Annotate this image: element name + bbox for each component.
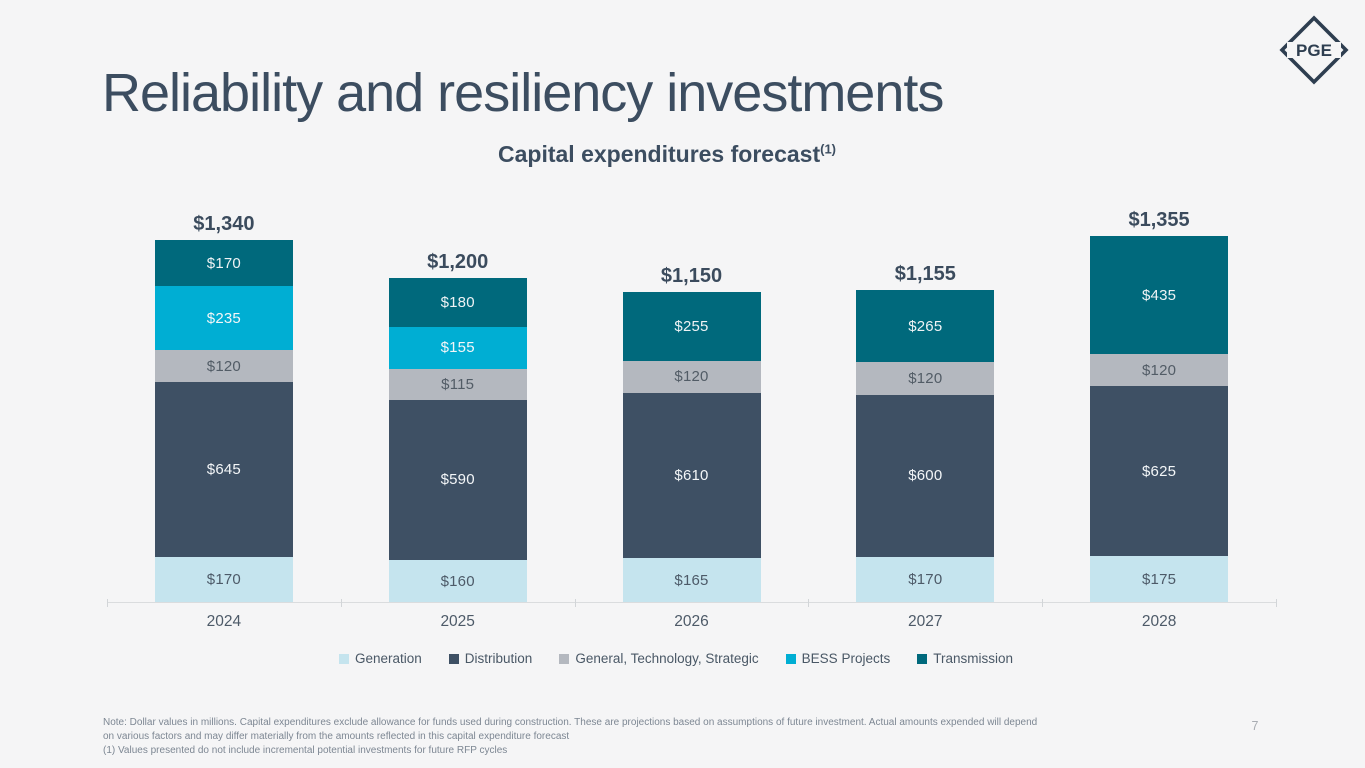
bar-segment-value: $165 xyxy=(674,572,709,590)
bar-segment: $170 xyxy=(856,556,995,603)
x-axis-category-label: 2026 xyxy=(674,613,709,630)
bar-segment-value: $625 xyxy=(1142,462,1177,480)
bar-segment-value: $170 xyxy=(206,571,241,589)
chart-title-footnote-marker: (1) xyxy=(820,141,836,157)
bar-segment: $120 xyxy=(856,362,995,395)
bar-total-label: $1,150 xyxy=(660,264,723,287)
bar-segment: $120 xyxy=(154,349,293,383)
bar-segment: $265 xyxy=(856,290,995,363)
bar-segment: $120 xyxy=(1090,353,1229,387)
footnotes: Note: Dollar values in millions. Capital… xyxy=(103,716,1213,757)
bar-segment-value: $120 xyxy=(1142,361,1177,379)
bar-segment: $155 xyxy=(388,326,527,369)
bar-segment: $590 xyxy=(388,399,527,560)
bar-segment-value: $120 xyxy=(206,357,241,375)
x-axis-tick xyxy=(1276,599,1277,607)
bar-segment: $645 xyxy=(154,382,293,557)
legend-item: General, Technology, Strategic xyxy=(559,651,759,666)
bar-segment: $170 xyxy=(154,556,293,603)
bar-total-label: $1,340 xyxy=(193,213,255,236)
legend-item: Distribution xyxy=(448,651,533,666)
bar-segment: $165 xyxy=(622,558,761,603)
bar-segment-value: $120 xyxy=(908,369,943,387)
x-axis-tick xyxy=(340,599,342,607)
legend-label: General, Technology, Strategic xyxy=(575,651,759,666)
bar-segment-value: $180 xyxy=(440,294,475,311)
note-line: (1) Values presented do not include incr… xyxy=(103,744,508,756)
x-axis-tick xyxy=(1042,599,1044,607)
pge-logo-text: PGE xyxy=(1296,41,1332,60)
bar-segment: $600 xyxy=(856,394,995,557)
legend-item: Generation xyxy=(338,651,422,666)
page-number: 7 xyxy=(1251,719,1259,733)
legend-swatch xyxy=(785,653,796,664)
bar-segment: $235 xyxy=(154,286,293,350)
bar-segment-value: $435 xyxy=(1142,286,1177,304)
legend-item: BESS Projects xyxy=(785,651,891,666)
bar-segment-value: $120 xyxy=(674,368,709,386)
x-axis-category-label: 2024 xyxy=(206,613,242,630)
x-axis-tick xyxy=(574,599,576,607)
bar-segment: $115 xyxy=(388,368,527,400)
bar-segment: $435 xyxy=(1090,236,1229,354)
x-axis-category-label: 2028 xyxy=(1141,613,1177,630)
bar-segment: $255 xyxy=(622,291,761,361)
page-title: Reliability and resiliency investments xyxy=(102,63,944,123)
legend-label: Distribution xyxy=(464,651,533,666)
bar-segment-value: $160 xyxy=(440,572,475,590)
bar-segment-value: $235 xyxy=(206,309,241,327)
bar-total-label: $1,155 xyxy=(894,263,956,286)
chart-legend: Generation Distribution General, Technolog… xyxy=(0,651,1352,666)
bar-segment: $180 xyxy=(388,278,527,327)
bar-segment-value: $610 xyxy=(674,467,709,485)
bar-segment: $120 xyxy=(622,360,761,394)
legend-swatch xyxy=(448,653,459,664)
bar-segment-value: $590 xyxy=(440,471,475,489)
bar-segment-value: $600 xyxy=(908,467,943,485)
pge-logo: PGE xyxy=(1279,15,1349,85)
note-line: Note: Dollar values in millions. Capital… xyxy=(103,717,1038,728)
legend-label: BESS Projects xyxy=(801,651,891,666)
bar-segment: $610 xyxy=(622,393,761,559)
bar-segment-value: $170 xyxy=(206,254,241,272)
bar-segment-value: $115 xyxy=(441,375,475,393)
note-line: on various factors and may differ materi… xyxy=(103,730,570,742)
bar-segment-value: $155 xyxy=(440,339,475,357)
bar-segment-value: $265 xyxy=(908,317,943,335)
legend-item: Transmission xyxy=(917,651,1013,666)
chart-title: Capital expenditures forecast(1) xyxy=(0,141,1334,168)
bar-segment: $625 xyxy=(1090,386,1229,556)
legend-label: Generation xyxy=(354,651,422,666)
legend-swatch xyxy=(338,653,349,664)
bar-segment: $160 xyxy=(388,559,527,603)
bar-segment-value: $645 xyxy=(206,461,241,479)
bar-total-label: $1,355 xyxy=(1128,209,1190,232)
legend-label: Transmission xyxy=(933,651,1013,666)
bar-segment-value: $170 xyxy=(908,571,943,589)
bar-total-label: $1,200 xyxy=(427,251,489,274)
chart-title-text: Capital expenditures forecast xyxy=(498,141,821,167)
legend-swatch xyxy=(559,653,570,664)
x-axis-tick xyxy=(808,599,810,607)
x-axis-line xyxy=(107,602,1276,603)
bar-segment-value: $175 xyxy=(1142,570,1177,588)
legend-swatch xyxy=(917,653,928,664)
x-axis-category-label: 2027 xyxy=(908,613,943,630)
x-axis-tick xyxy=(107,599,108,607)
bar-segment: $175 xyxy=(1090,555,1229,603)
bar-segment: $170 xyxy=(154,240,293,287)
x-axis-category-label: 2025 xyxy=(440,613,475,630)
bar-segment-value: $255 xyxy=(674,317,709,335)
